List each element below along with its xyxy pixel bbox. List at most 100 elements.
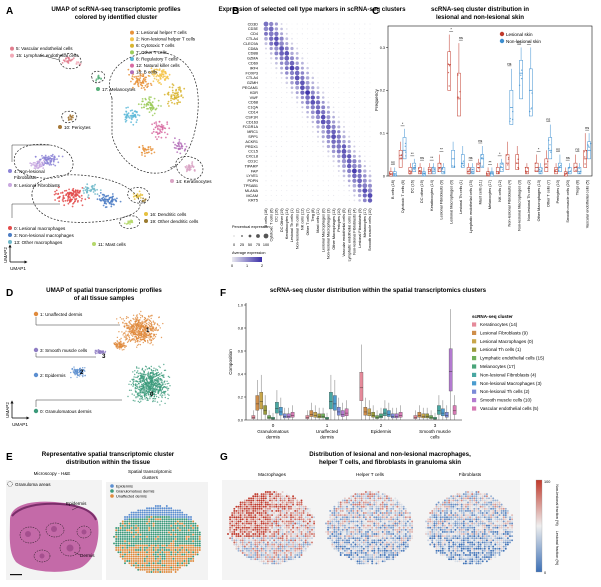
- umap-d-point: [135, 338, 138, 341]
- fraction-spot: [292, 495, 295, 498]
- st-spot: [119, 553, 122, 556]
- dot-mark: [364, 136, 366, 138]
- legend-lesional-dot: [499, 31, 505, 37]
- st-spot: [128, 529, 131, 532]
- fraction-spot: [266, 503, 269, 506]
- umap-d-point: [155, 333, 157, 336]
- data-point: [550, 151, 552, 153]
- data-point: [549, 144, 551, 146]
- umap-a-point: [166, 75, 169, 78]
- umap-a-point: [155, 78, 158, 81]
- mast-outline: [119, 215, 140, 229]
- st-spot: [165, 555, 168, 558]
- dot-mark: [284, 55, 290, 61]
- st-spot: [126, 529, 129, 532]
- dot-mark: [264, 42, 268, 46]
- umap-a-point: [34, 161, 36, 164]
- label-other-dendritic: 19: Other dendritic cells: [150, 219, 199, 224]
- dot-mark: [281, 151, 282, 152]
- panel-d-title-2: of all tissue samples: [74, 295, 135, 302]
- st-spot: [179, 524, 181, 527]
- legend-dot: [130, 70, 134, 75]
- st-spot: [159, 540, 162, 543]
- data-point: [470, 171, 473, 173]
- dot-mark: [364, 126, 366, 128]
- dot-mark: [327, 52, 329, 54]
- umap-a-point: [151, 148, 154, 150]
- st-spot: [152, 568, 155, 571]
- data-point: [558, 167, 560, 169]
- umap-a-point: [172, 91, 174, 94]
- umap-d-point: [153, 393, 155, 395]
- umap-a-point: [96, 193, 99, 196]
- st-spot: [159, 527, 162, 529]
- dot-mark: [291, 199, 293, 201]
- dot-mark: [305, 90, 310, 95]
- dot-mark: [307, 47, 309, 50]
- st-spot: [148, 518, 151, 521]
- dot-mark: [353, 92, 355, 94]
- dot-mark: [337, 164, 341, 168]
- st-spot: [139, 518, 142, 521]
- umap-a-point: [131, 116, 134, 119]
- st-spot: [179, 509, 181, 512]
- fraction-spot: [269, 497, 271, 500]
- st-spot: [174, 568, 177, 571]
- umap-d-point: [160, 336, 163, 339]
- umap-a-point: [135, 121, 138, 124]
- umap-a-point: [130, 220, 133, 222]
- dot-mark: [347, 149, 352, 154]
- umap-a-point: [34, 155, 37, 158]
- st-spot: [183, 557, 186, 560]
- umap-d-point: [167, 387, 170, 390]
- st-spot: [174, 520, 177, 523]
- umap-d-point: [152, 338, 154, 340]
- umap-a-point: [144, 152, 146, 155]
- dot-mark: [321, 110, 326, 115]
- dot-mark: [270, 62, 273, 65]
- st-spot: [165, 511, 168, 514]
- umap-d-point: [119, 341, 121, 344]
- st-spot: [176, 524, 179, 527]
- xtick-label: Lymphatic endothelial cells (15): [469, 179, 473, 233]
- data-point: [578, 167, 580, 170]
- st-spot: [143, 509, 146, 512]
- st-spot: [139, 527, 142, 529]
- umap-a-point: [144, 97, 147, 100]
- st-spot: [135, 524, 137, 527]
- panel-f: F scRNA-seq cluster distribution within …: [220, 287, 545, 440]
- fraction-spot: [248, 503, 250, 506]
- st-spot: [181, 549, 184, 551]
- st-spot: [170, 516, 173, 518]
- dot-mark: [359, 116, 361, 118]
- umap-d-point: [130, 339, 132, 342]
- umap-d-point: [121, 346, 123, 348]
- data-point: [520, 77, 523, 80]
- legend-swatch: [472, 406, 477, 411]
- umap-a-point: [145, 151, 148, 154]
- dot-mark: [291, 116, 293, 118]
- fraction-spot: [271, 491, 274, 493]
- dot-mark: [291, 180, 293, 182]
- dot-mark: [333, 92, 334, 93]
- fraction-spot: [264, 497, 267, 500]
- umap-d-point: [139, 325, 141, 328]
- dot-mark: [296, 136, 298, 138]
- he-dermis-label: Dermis: [80, 553, 95, 558]
- dot-mark: [327, 155, 330, 158]
- dot-mark: [291, 150, 293, 152]
- fraction-spot: [273, 493, 276, 496]
- st-spot: [143, 560, 146, 562]
- dot-mark: [276, 200, 277, 201]
- dot-mark: [301, 150, 303, 152]
- st-spot: [179, 513, 181, 516]
- dot-mark: [286, 155, 288, 157]
- umap-a-point: [131, 75, 134, 78]
- st-spot: [139, 513, 142, 516]
- umap-a-point: [151, 132, 154, 135]
- umap-d-point: [142, 391, 144, 394]
- fraction-spot: [277, 493, 280, 496]
- d-dot-1: [33, 311, 39, 317]
- st-spot: [163, 516, 166, 518]
- umap-a-point: [181, 147, 184, 150]
